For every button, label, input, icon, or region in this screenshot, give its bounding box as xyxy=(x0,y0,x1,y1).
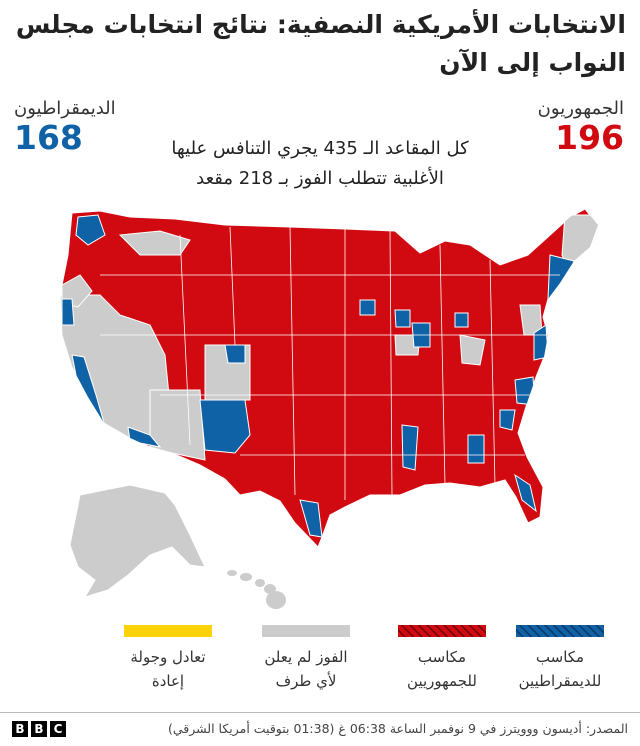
legend-dem-line2: للديمقراطيين xyxy=(518,672,602,690)
dem-district-new-mexico xyxy=(199,399,251,454)
legend-tie-line2: إعادة xyxy=(151,672,185,690)
district-borders xyxy=(100,226,560,500)
majority-threshold-text: الأغلبية تتطلب الفوز بـ 218 مقعد xyxy=(196,168,444,189)
dem-district-mississippi xyxy=(401,424,419,471)
democrats-tally: الديمقراطيون 168 xyxy=(14,98,116,157)
dem-district-wisconsin xyxy=(394,309,411,328)
legend-dem-gains: مكاسب للديمقراطيين xyxy=(510,625,610,693)
dem-district-minnesota xyxy=(359,299,376,316)
alaska-shape xyxy=(69,484,206,598)
dem-district-oregon-coast xyxy=(61,298,75,326)
legend-rep-gains: مكاسب للجمهوريين xyxy=(392,625,492,693)
bbc-logo: B B C xyxy=(12,721,66,737)
legend-rep-line1: مكاسب xyxy=(417,648,467,666)
dem-district-new-england xyxy=(547,254,575,300)
uncalled-region-ohio xyxy=(459,334,486,366)
seats-contested-text: كل المقاعد الـ 435 يجري التنافس عليها xyxy=(171,138,469,159)
republicans-tally: الجمهوريون 196 xyxy=(538,98,624,157)
page-title: الانتخابات الأمريكية النصفية: نتائج انتخ… xyxy=(15,10,626,77)
legend-not-called: الفوز لم يعلن لأي طرف xyxy=(256,625,356,693)
legend-not-called-line1: الفوز لم يعلن xyxy=(264,648,348,666)
legend-swatch-rep xyxy=(398,625,486,637)
legend-rep-line2: للجمهوريين xyxy=(407,672,477,690)
dem-district-north-carolina xyxy=(499,409,516,431)
hawaii-shape xyxy=(227,570,286,609)
footer: B B C المصدر: أديسون ووويترز في 9 نوفمبر… xyxy=(0,712,640,746)
map-legend: مكاسب للديمقراطيين مكاسب للجمهوريين الفو… xyxy=(0,625,640,707)
bbc-logo-b2: B xyxy=(31,721,47,737)
bbc-logo-b1: B xyxy=(12,721,28,737)
legend-swatch-tie xyxy=(124,625,212,637)
republicans-seat-count: 196 xyxy=(555,118,624,157)
uncalled-region-maine xyxy=(561,214,598,286)
dem-district-colorado xyxy=(224,344,246,364)
dem-district-washington xyxy=(75,214,106,246)
dem-district-georgia xyxy=(467,434,485,464)
republicans-label: الجمهوريون xyxy=(537,98,624,119)
uncalled-region-northwest xyxy=(118,230,191,256)
legend-swatch-dem xyxy=(516,625,604,637)
legend-dem-line1: مكاسب xyxy=(535,648,585,666)
dem-district-michigan xyxy=(454,312,469,328)
democrats-seat-count: 168 xyxy=(14,118,83,157)
legend-swatch-not-called xyxy=(262,625,350,637)
legend-not-called-line2: لأي طرف xyxy=(275,672,337,690)
majority-note: كل المقاعد الـ 435 يجري التنافس عليها ال… xyxy=(150,134,490,194)
bbc-logo-c: C xyxy=(50,721,66,737)
source-credit: المصدر: أديسون ووويترز في 9 نوفمبر الساع… xyxy=(167,721,628,736)
legend-tie-line1: تعادل وجولة xyxy=(130,648,206,666)
dem-district-virginia xyxy=(514,376,536,406)
dem-district-florida-west xyxy=(504,494,516,514)
dem-district-florida xyxy=(514,473,537,513)
dem-district-texas-south xyxy=(299,499,323,538)
democrats-label: الديمقراطيون xyxy=(14,98,116,119)
legend-tie-runoff: تعادل وجولة إعادة xyxy=(118,625,218,693)
us-house-results-map xyxy=(59,208,599,609)
